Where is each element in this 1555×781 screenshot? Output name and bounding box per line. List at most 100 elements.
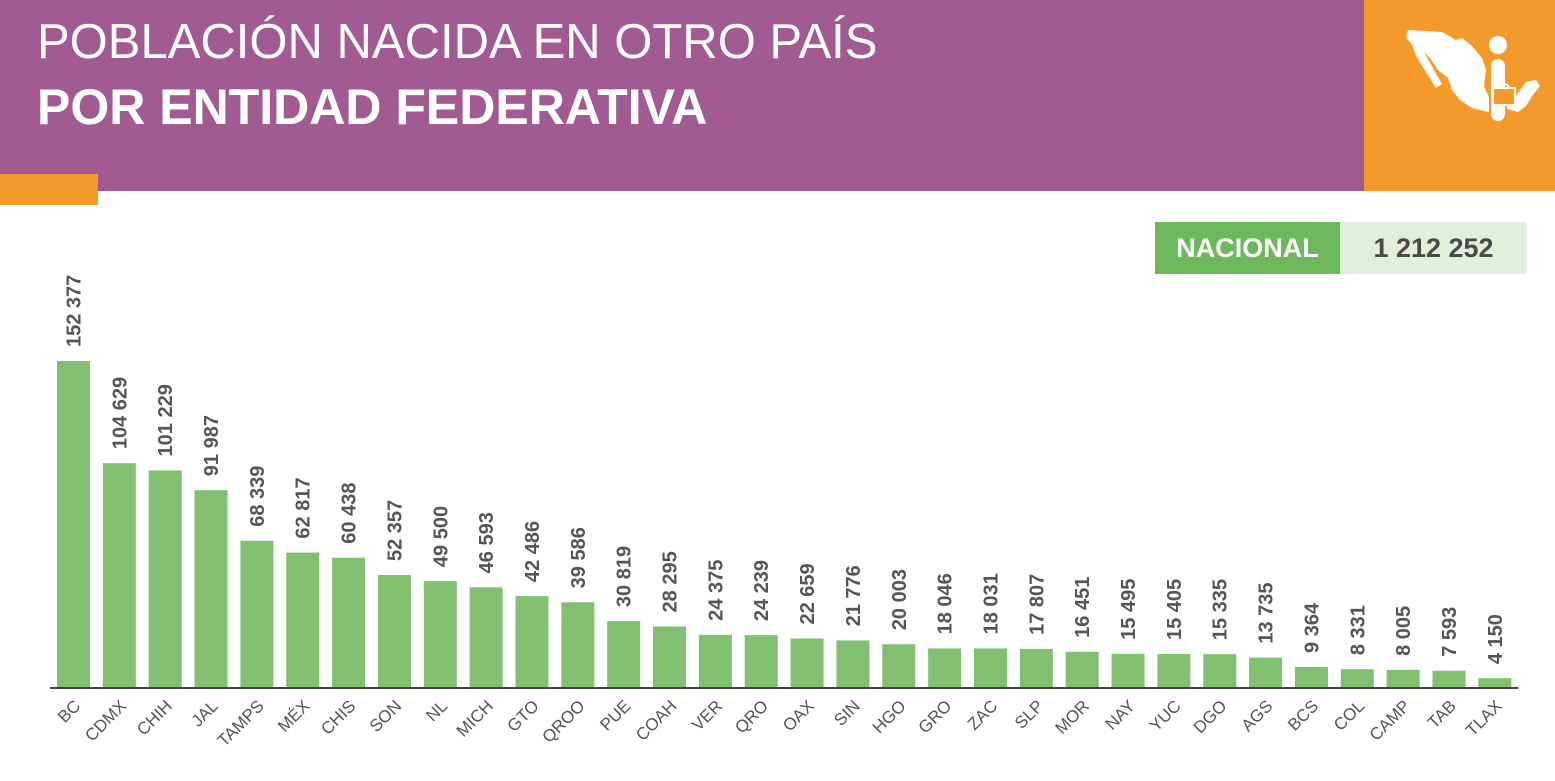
page-title: POBLACIÓN NACIDA EN OTRO PAÍS bbox=[37, 15, 878, 69]
data-label-tab: 7 593 bbox=[1439, 607, 1461, 657]
data-label-nl: 49 500 bbox=[430, 506, 452, 567]
nacional-total-badge: NACIONAL 1 212 252 bbox=[1155, 222, 1527, 274]
data-label-jal: 91 987 bbox=[201, 415, 223, 476]
x-tick-label-tlax: TLAX bbox=[1462, 696, 1506, 740]
data-label-oax: 22 659 bbox=[797, 563, 819, 624]
data-label-mich: 46 593 bbox=[476, 512, 498, 573]
x-tick-label-bcs: BCS bbox=[1284, 696, 1322, 734]
data-label-ver: 24 375 bbox=[705, 560, 727, 621]
x-tick-label-dgo: DGO bbox=[1190, 696, 1231, 737]
x-tick-label-mich: MICH bbox=[453, 696, 497, 740]
header-banner: POBLACIÓN NACIDA EN OTRO PAÍS POR ENTIDA… bbox=[0, 0, 1364, 191]
x-tick-label-oax: OAX bbox=[779, 696, 818, 735]
data-label-bcs: 9 364 bbox=[1301, 602, 1323, 653]
bar-sin bbox=[836, 640, 870, 687]
x-tick-label-ver: VER bbox=[688, 696, 726, 734]
x-tick-label-tamps: TAMPS bbox=[214, 696, 268, 750]
x-tick-label-tab: TAB bbox=[1424, 696, 1460, 732]
bar-mor bbox=[1065, 651, 1099, 687]
bar-cdmx bbox=[102, 463, 136, 687]
x-tick-label-nay: NAY bbox=[1102, 696, 1139, 733]
bar-bc bbox=[57, 361, 90, 687]
bar-qro bbox=[744, 635, 778, 687]
x-tick-label-méx: MÉX bbox=[274, 696, 313, 735]
data-label-cdmx: 104 629 bbox=[109, 377, 131, 449]
data-label-dgo: 15 335 bbox=[1210, 579, 1232, 640]
x-tick-label-col: COL bbox=[1330, 696, 1368, 734]
bar-nay bbox=[1111, 653, 1145, 687]
x-tick-label-gto: GTO bbox=[504, 696, 543, 735]
data-label-son: 52 357 bbox=[384, 500, 406, 561]
bar-oax bbox=[790, 638, 824, 687]
bar-qroo bbox=[561, 602, 595, 687]
data-label-tamps: 68 339 bbox=[247, 466, 269, 527]
x-tick-label-son: SON bbox=[366, 696, 405, 735]
x-tick-label-hgo: HGO bbox=[869, 696, 910, 737]
x-tick-label-ags: AGS bbox=[1238, 696, 1277, 735]
x-tick-label-qroo: QROO bbox=[539, 696, 589, 746]
x-tick-label-zac: ZAC bbox=[964, 696, 1001, 733]
x-tick-label-mor: MOR bbox=[1052, 696, 1093, 737]
bar-mich bbox=[469, 587, 503, 687]
bar-ver bbox=[698, 634, 732, 687]
data-label-tlax: 4 150 bbox=[1485, 614, 1507, 664]
bar-ags bbox=[1249, 657, 1283, 687]
bar-tab bbox=[1432, 670, 1466, 687]
data-label-qroo: 39 586 bbox=[568, 527, 590, 588]
x-tick-label-sin: SIN bbox=[830, 696, 863, 729]
bar-coah bbox=[653, 626, 687, 687]
data-label-chih: 101 229 bbox=[155, 384, 177, 456]
x-tick-label-chis: CHIS bbox=[317, 696, 359, 738]
x-tick-label-yuc: YUC bbox=[1146, 696, 1185, 735]
x-tick-label-bc: BC bbox=[54, 696, 84, 726]
data-label-hgo: 20 003 bbox=[889, 569, 911, 630]
bar-gro bbox=[928, 648, 962, 687]
data-label-col: 8 331 bbox=[1347, 605, 1369, 655]
bar-chart: 152 377 BC 104 629 CDMX 101 229 CHIH 91 987 JAL… bbox=[50, 275, 1519, 750]
page-subtitle: POR ENTIDAD FEDERATIVA bbox=[37, 79, 708, 135]
accent-bar bbox=[0, 174, 98, 205]
x-tick-label-coah: COAH bbox=[632, 696, 680, 744]
bar-camp bbox=[1386, 669, 1420, 687]
bar-yuc bbox=[1157, 654, 1191, 687]
bar-tlax bbox=[1478, 678, 1512, 687]
bar-hgo bbox=[882, 644, 916, 687]
bar-son bbox=[377, 574, 411, 687]
bar-pue bbox=[607, 621, 641, 687]
data-label-méx: 62 817 bbox=[293, 477, 315, 538]
data-label-chis: 60 438 bbox=[339, 483, 361, 544]
nacional-label: NACIONAL bbox=[1155, 222, 1340, 274]
data-label-nay: 15 495 bbox=[1118, 579, 1140, 640]
x-tick-label-slp: SLP bbox=[1011, 696, 1047, 732]
bar-méx bbox=[286, 552, 320, 687]
bar-chis bbox=[332, 557, 366, 687]
data-label-coah: 28 295 bbox=[660, 551, 682, 612]
bar-zac bbox=[974, 648, 1007, 687]
bar-jal bbox=[194, 490, 228, 687]
data-label-slp: 17 807 bbox=[1026, 574, 1048, 635]
bar-nl bbox=[423, 581, 457, 687]
data-label-mor: 16 451 bbox=[1072, 577, 1094, 638]
x-tick-label-chih: CHIH bbox=[133, 696, 176, 739]
bar-dgo bbox=[1203, 654, 1237, 687]
data-label-camp: 8 005 bbox=[1393, 606, 1415, 656]
bar-tamps bbox=[240, 540, 274, 687]
x-tick-label-qro: QRO bbox=[731, 696, 772, 737]
x-tick-label-camp: CAMP bbox=[1366, 696, 1414, 744]
data-label-ags: 13 735 bbox=[1256, 582, 1278, 643]
x-tick-label-nl: NL bbox=[422, 696, 451, 725]
x-tick-label-cdmx: CDMX bbox=[81, 696, 130, 745]
x-tick-label-jal: JAL bbox=[188, 696, 222, 730]
bar-slp bbox=[1019, 648, 1053, 687]
nacional-value: 1 212 252 bbox=[1340, 222, 1527, 274]
data-label-pue: 30 819 bbox=[614, 546, 636, 607]
bar-bcs bbox=[1294, 666, 1328, 687]
mexico-map-traveler-icon bbox=[1406, 30, 1540, 123]
bar-gto bbox=[515, 596, 549, 687]
logo-box bbox=[1364, 0, 1555, 191]
data-label-yuc: 15 405 bbox=[1164, 579, 1186, 640]
data-label-zac: 18 031 bbox=[981, 573, 1003, 634]
data-label-bc: 152 377 bbox=[64, 275, 86, 347]
data-label-qro: 24 239 bbox=[751, 560, 773, 621]
bar-col bbox=[1340, 669, 1374, 687]
